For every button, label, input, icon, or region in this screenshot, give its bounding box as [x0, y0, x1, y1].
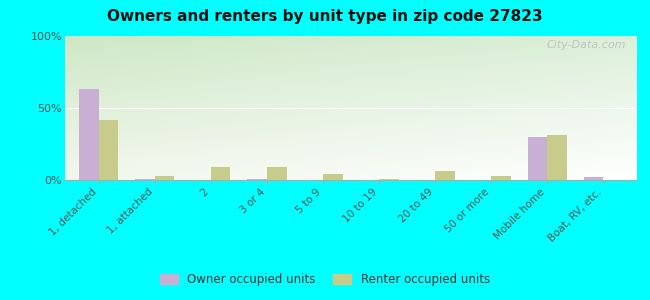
- Bar: [584, 177, 603, 180]
- Bar: [155, 176, 174, 180]
- Bar: [379, 179, 398, 180]
- Text: City-Data.com: City-Data.com: [546, 40, 625, 50]
- Bar: [323, 174, 343, 180]
- Bar: [435, 171, 455, 180]
- Bar: [247, 178, 267, 180]
- Bar: [211, 167, 231, 180]
- Bar: [79, 89, 99, 180]
- Legend: Owner occupied units, Renter occupied units: Owner occupied units, Renter occupied un…: [155, 269, 495, 291]
- Bar: [267, 167, 287, 180]
- Bar: [528, 137, 547, 180]
- Bar: [547, 135, 567, 180]
- Bar: [491, 176, 511, 180]
- Bar: [99, 119, 118, 180]
- Bar: [135, 179, 155, 180]
- Text: Owners and renters by unit type in zip code 27823: Owners and renters by unit type in zip c…: [107, 9, 543, 24]
